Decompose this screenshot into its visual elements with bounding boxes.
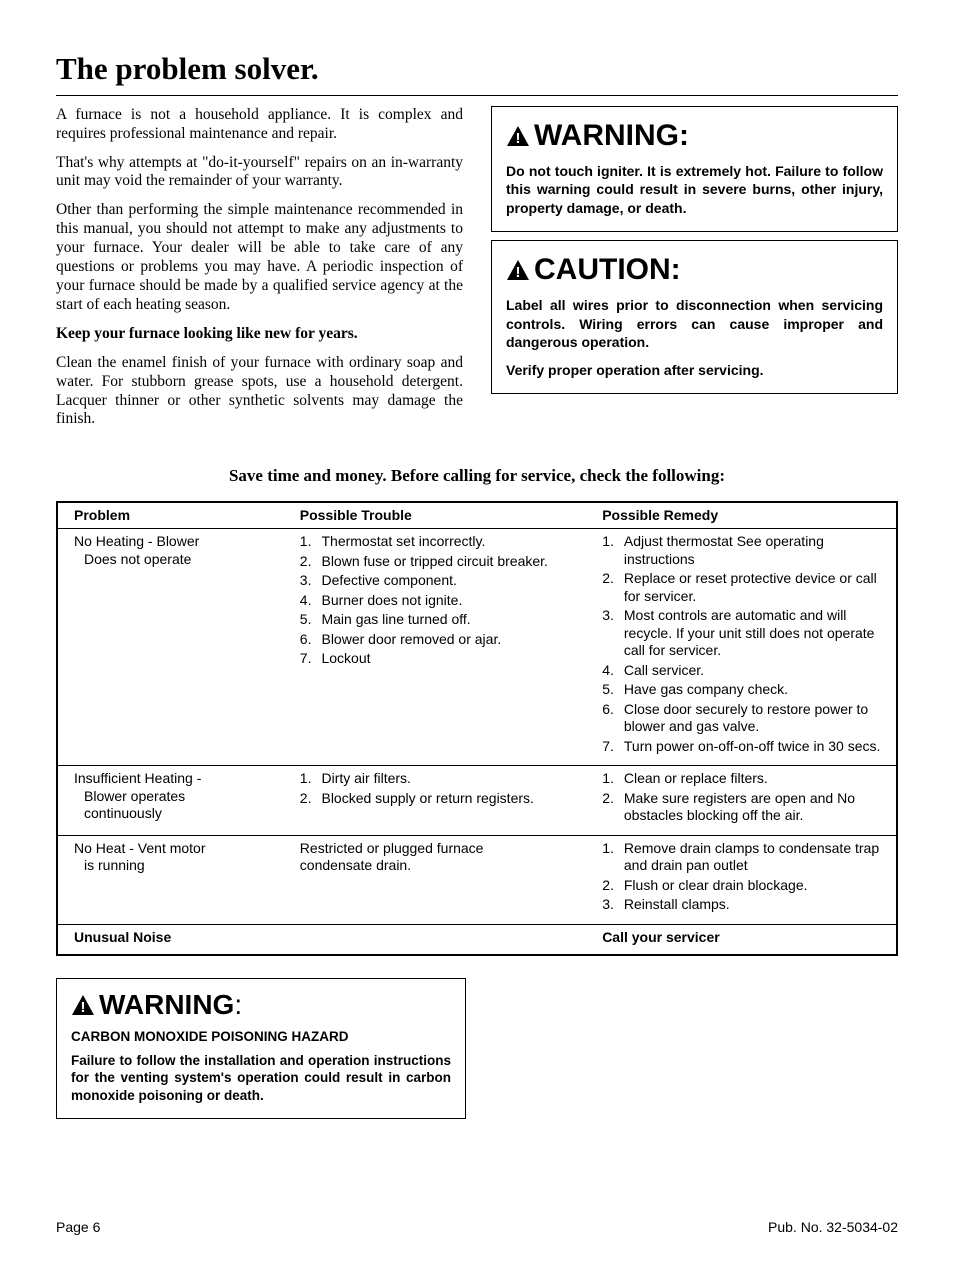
svg-text:!: !: [81, 999, 86, 1016]
co-warning-box: ! WARNING: CARBON MONOXIDE POISONING HAZ…: [56, 978, 466, 1119]
page-footer: Page 6 Pub. No. 32-5034-02: [56, 1219, 898, 1237]
intro-p3: Other than performing the simple mainten…: [56, 201, 463, 314]
warning-text: Do not touch igniter. It is extremely ho…: [506, 162, 883, 217]
caution-p1: Label all wires prior to disconnection w…: [506, 296, 883, 351]
intro-p2: That's why attempts at "do-it-yourself" …: [56, 154, 463, 192]
warning-heading-text: WARNING:: [534, 117, 689, 155]
co-heading-text: WARNING: [99, 989, 234, 1020]
horizontal-rule: [56, 95, 898, 96]
page-number: Page 6: [56, 1219, 100, 1237]
th-trouble: Possible Trouble: [284, 502, 586, 529]
troubleshooting-table: Problem Possible Trouble Possible Remedy…: [56, 501, 898, 957]
page-title: The problem solver.: [56, 50, 898, 89]
caution-box: ! CAUTION: Label all wires prior to disc…: [491, 240, 898, 394]
warning-heading: ! WARNING:: [506, 117, 883, 155]
table-header-row: Problem Possible Trouble Possible Remedy: [57, 502, 897, 529]
intro-p1: A furnace is not a household appliance. …: [56, 106, 463, 144]
table-row: Insufficient Heating -Blower operatescon…: [57, 766, 897, 836]
warning-box: ! WARNING: Do not touch igniter. It is e…: [491, 106, 898, 232]
co-text: Failure to follow the installation and o…: [71, 1052, 451, 1105]
intro-p5: Clean the enamel finish of your furnace …: [56, 354, 463, 430]
th-remedy: Possible Remedy: [586, 502, 897, 529]
co-warning-heading: ! WARNING:: [71, 987, 451, 1022]
save-time-heading: Save time and money. Before calling for …: [56, 465, 898, 486]
svg-text:!: !: [516, 130, 521, 147]
left-column: A furnace is not a household appliance. …: [56, 106, 463, 440]
caution-heading-text: CAUTION:: [534, 251, 681, 289]
co-subhead: CARBON MONOXIDE POISONING HAZARD: [71, 1028, 451, 1046]
caution-triangle-icon: !: [506, 259, 530, 281]
table-row: No Heat - Vent motoris runningRestricted…: [57, 835, 897, 924]
table-row: Unusual NoiseCall your servicer: [57, 924, 897, 955]
intro-subhead: Keep your furnace looking like new for y…: [56, 325, 463, 344]
warning-triangle-icon: !: [506, 125, 530, 147]
caution-p2: Verify proper operation after servicing.: [506, 361, 883, 379]
caution-heading: ! CAUTION:: [506, 251, 883, 289]
two-column-layout: A furnace is not a household appliance. …: [56, 106, 898, 440]
right-column: ! WARNING: Do not touch igniter. It is e…: [491, 106, 898, 440]
table-row: No Heating - BlowerDoes not operate1.The…: [57, 529, 897, 766]
warning-triangle-icon: !: [71, 994, 95, 1016]
svg-text:!: !: [516, 264, 521, 281]
pub-number: Pub. No. 32-5034-02: [768, 1219, 898, 1237]
th-problem: Problem: [57, 502, 284, 529]
